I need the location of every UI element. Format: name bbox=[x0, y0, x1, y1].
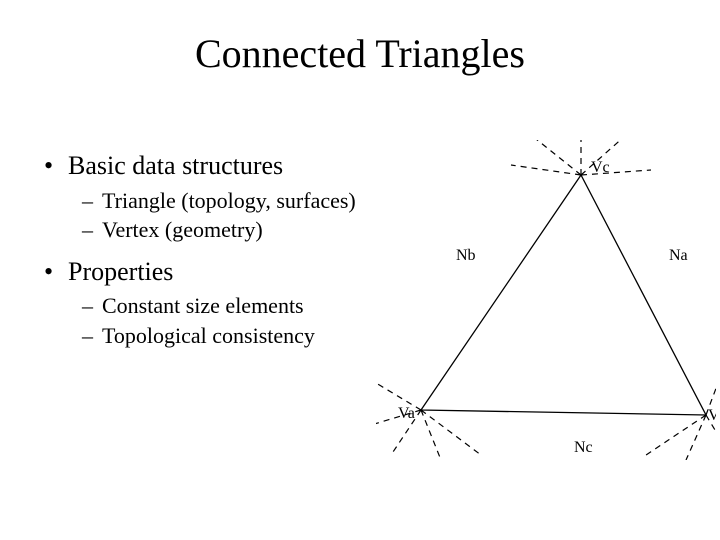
label-va: Va bbox=[398, 405, 415, 422]
slide-title: Connected Triangles bbox=[0, 30, 720, 77]
bullet-basic-data-structures: Basic data structures Triangle (topology… bbox=[44, 150, 374, 244]
label-nc: Nc bbox=[574, 439, 593, 456]
bullet-list: Basic data structures Triangle (topology… bbox=[44, 150, 374, 349]
triangle-diagram: Vc Va Vb Nb Na Nc bbox=[376, 140, 716, 460]
sub-bullet-triangle: Triangle (topology, surfaces) bbox=[82, 187, 374, 215]
slide: Connected Triangles Basic data structure… bbox=[0, 0, 720, 540]
sub-bullet-const-size: Constant size elements bbox=[82, 292, 374, 320]
sub-bullet-vertex: Vertex (geometry) bbox=[82, 216, 374, 244]
ray bbox=[646, 415, 706, 455]
dashed-rays-vb bbox=[646, 375, 716, 460]
sub-bullet-list: Triangle (topology, surfaces) Vertex (ge… bbox=[82, 187, 374, 244]
bullet-properties: Properties Constant size elements Topolo… bbox=[44, 256, 374, 350]
label-nb: Nb bbox=[456, 247, 476, 264]
bullet-label: Properties bbox=[68, 257, 173, 286]
triangle-shape bbox=[421, 175, 706, 415]
dashed-rays-vc bbox=[511, 140, 651, 175]
sub-bullet-topo-cons: Topological consistency bbox=[82, 322, 374, 350]
label-vc: Vc bbox=[591, 159, 610, 176]
dashed-rays-va bbox=[376, 380, 481, 460]
slide-content: Basic data structures Triangle (topology… bbox=[44, 150, 374, 361]
label-vb: Vb bbox=[708, 407, 716, 424]
label-na: Na bbox=[669, 247, 688, 264]
sub-bullet-list: Constant size elements Topological consi… bbox=[82, 292, 374, 349]
ray bbox=[531, 140, 581, 175]
bullet-label: Basic data structures bbox=[68, 151, 283, 180]
